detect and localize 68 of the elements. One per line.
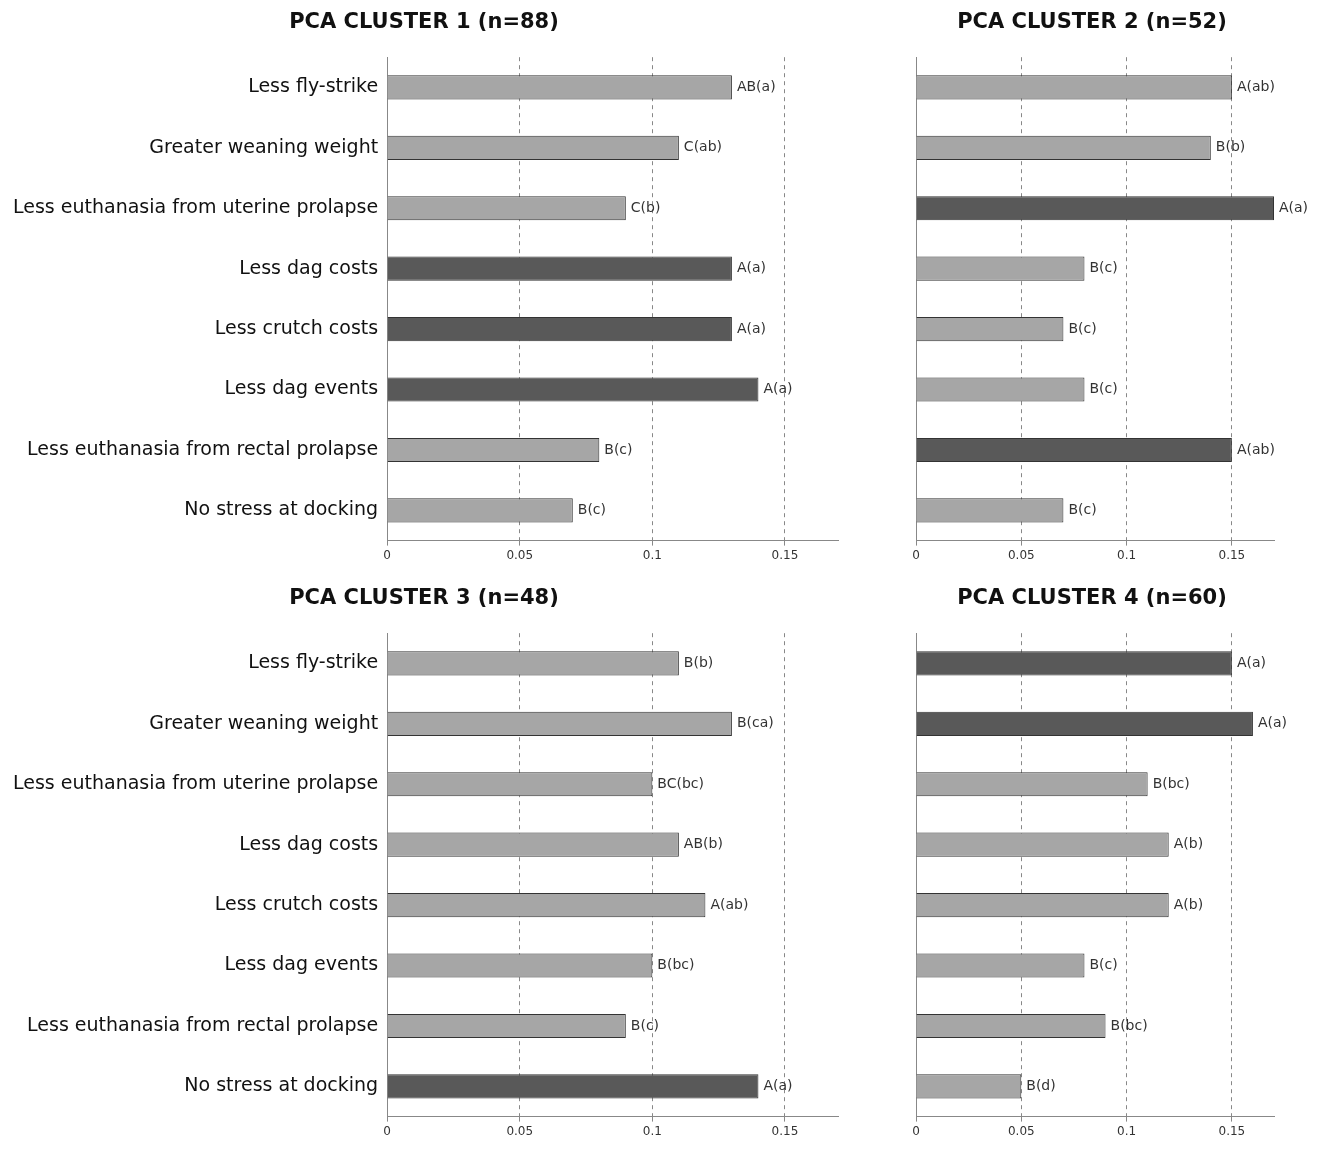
x-tick-label: 0.15 xyxy=(1218,1123,1246,1138)
y-tick-label: No stress at docking xyxy=(184,497,379,520)
data-label: B(c) xyxy=(1068,501,1097,518)
data-label: C(b) xyxy=(630,198,661,215)
data-label: A(ab) xyxy=(1236,440,1275,457)
x-tick-label: 0 xyxy=(912,1123,920,1138)
y-tick-label: No stress at docking xyxy=(184,1073,379,1096)
x-tick-label: 0.15 xyxy=(771,547,799,562)
x-tick-label: 0.1 xyxy=(642,1123,662,1138)
x-tick-label: 0.05 xyxy=(1007,1123,1035,1138)
data-label: B(bc) xyxy=(657,956,695,973)
x-tick-label: 0.05 xyxy=(506,547,534,562)
y-tick-label: Less crutch costs xyxy=(214,892,379,915)
data-label: A(b) xyxy=(1173,895,1204,912)
x-tick-label: 0.15 xyxy=(1218,547,1246,562)
data-label: BC(bc) xyxy=(657,774,705,791)
x-tick-label: 0 xyxy=(912,547,920,562)
y-tick-label: Less dag costs xyxy=(239,831,379,854)
y-tick-label: Less crutch costs xyxy=(214,316,379,339)
x-tick-label: 0.1 xyxy=(1117,1123,1137,1138)
data-label: A(a) xyxy=(763,1077,793,1094)
y-tick-label: Less euthanasia from rectal prolapse xyxy=(27,436,379,459)
data-label: B(c) xyxy=(630,1016,660,1033)
data-label: A(a) xyxy=(1257,714,1288,731)
data-label: AB(b) xyxy=(683,835,723,852)
chart-title: PCA CLUSTER 2 (n=52) xyxy=(957,9,1227,34)
data-label: B(bc) xyxy=(1152,774,1190,791)
data-label: A(ab) xyxy=(1236,78,1275,95)
data-label: A(a) xyxy=(763,380,793,397)
x-tick-label: 0 xyxy=(383,547,391,562)
data-label: B(bc) xyxy=(1110,1016,1148,1033)
data-label: B(d) xyxy=(1026,1077,1056,1094)
data-label: B(c) xyxy=(1089,956,1118,973)
data-label: B(c) xyxy=(1089,259,1118,276)
chart-title: PCA CLUSTER 3 (n=48) xyxy=(289,585,559,610)
data-label: A(a) xyxy=(1279,198,1309,215)
y-tick-label: Less dag events xyxy=(224,952,379,975)
data-label: B(c) xyxy=(577,501,607,518)
data-label: B(b) xyxy=(683,654,714,671)
x-tick-label: 0.15 xyxy=(771,1123,799,1138)
x-tick-label: 0.1 xyxy=(1117,547,1137,562)
chart-title: PCA CLUSTER 1 (n=88) xyxy=(289,9,559,34)
data-label: A(b) xyxy=(1173,835,1204,852)
data-label: B(b) xyxy=(1215,138,1246,155)
y-tick-label: Greater weaning weight xyxy=(149,710,379,733)
y-tick-label: Less dag costs xyxy=(239,255,379,278)
y-tick-label: Less euthanasia from uterine prolapse xyxy=(13,195,379,218)
y-tick-label: Greater weaning weight xyxy=(149,134,379,157)
chart-title: PCA CLUSTER 4 (n=60) xyxy=(957,585,1227,610)
data-label: A(a) xyxy=(736,259,767,276)
data-label: A(ab) xyxy=(710,895,749,912)
y-tick-label: Less dag events xyxy=(224,376,379,399)
x-tick-label: 0.1 xyxy=(642,547,662,562)
data-label: A(a) xyxy=(1236,654,1266,671)
y-tick-label: Less euthanasia from uterine prolapse xyxy=(13,771,379,794)
data-label: B(c) xyxy=(1089,380,1118,397)
y-tick-label: Less fly-strike xyxy=(248,74,379,97)
x-tick-label: 0.05 xyxy=(1007,547,1035,562)
x-tick-label: 0.05 xyxy=(506,1123,534,1138)
data-label: A(a) xyxy=(736,319,767,336)
data-label: C(ab) xyxy=(683,138,723,155)
x-tick-label: 0 xyxy=(383,1123,391,1138)
data-label: B(c) xyxy=(604,440,633,457)
y-tick-label: Less euthanasia from rectal prolapse xyxy=(27,1012,379,1035)
data-label: B(ca) xyxy=(736,714,774,731)
data-label: AB(a) xyxy=(736,78,776,95)
y-tick-label: Less fly-strike xyxy=(248,650,379,673)
data-label: B(c) xyxy=(1068,319,1097,336)
